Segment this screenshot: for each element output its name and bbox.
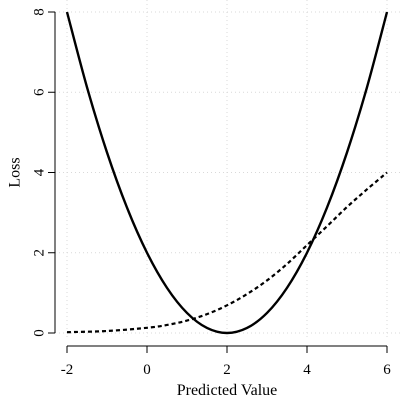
series-layer [65, 11, 389, 335]
x-tick-label-2: 2 [223, 362, 231, 378]
grid [55, 0, 400, 340]
y-tick-label-1: 2 [31, 249, 47, 257]
x-tick-label-0: -2 [61, 362, 74, 378]
series-line-1 [66, 171, 388, 334]
axes: -2 0 2 4 6 0 2 4 6 8 [31, 8, 391, 378]
y-tick-label-0: 0 [31, 329, 47, 337]
x-tick-label-3: 4 [303, 362, 311, 378]
y-tick-label-3: 6 [31, 88, 47, 96]
y-axis-label: Loss [7, 157, 24, 187]
x-axis-label: Predicted Value [177, 382, 278, 399]
y-tick-label-4: 8 [31, 8, 47, 16]
y-tick-label-2: 4 [31, 168, 47, 176]
x-tick-label-1: 0 [143, 362, 151, 378]
x-tick-label-4: 6 [383, 362, 391, 378]
series-line-0 [65, 11, 389, 335]
